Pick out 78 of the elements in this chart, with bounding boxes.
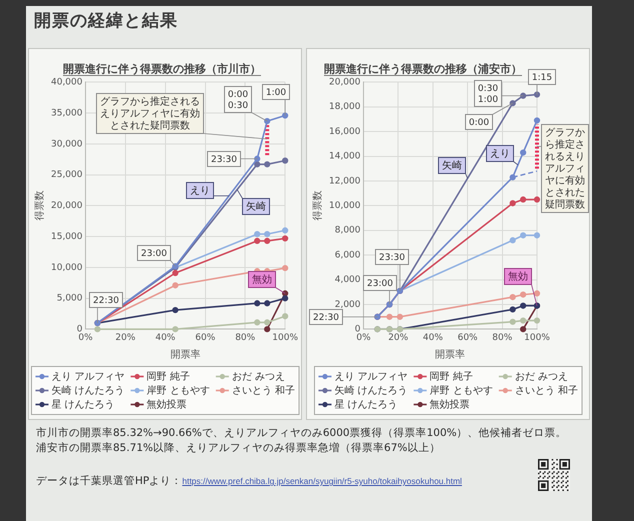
text: 開票の経緯と結果 [34, 10, 178, 32]
y-axis-title: 得票数 [312, 190, 324, 221]
annotation: 無効 [252, 274, 272, 286]
y-tick-label: 18,000 [328, 102, 361, 112]
y-tick-label: 2,000 [334, 300, 361, 310]
x-tick-label: 60% [458, 332, 478, 343]
text: 市川市の開票率85.32%→90.66%で、えりアルフィヤのみ6000票獲得（得票率100%）、他候補者ゼロ票。 [36, 427, 567, 439]
legend-label: 星 けんたろう [334, 400, 398, 411]
x-axis-title: 開票率 [435, 348, 466, 361]
y-tick-label: 0 [76, 324, 83, 335]
annotation: 無効 [508, 270, 528, 283]
x-tick-label: 100% [524, 332, 550, 343]
annotation: えり [190, 186, 210, 197]
y-tick-label: 4,000 [334, 275, 361, 286]
legend-label: えり アルフィヤ [334, 372, 408, 383]
annotation: 0:30 1:00 [478, 84, 498, 105]
legend-label: さいとう 和子 [232, 384, 296, 397]
x-tick-label: 100% [272, 332, 298, 343]
y-tick-label: 16,000 [328, 126, 361, 137]
y-tick-label: 15,000 [50, 232, 83, 242]
text: データは千葉県選管HPより： [36, 475, 182, 487]
y-tick-label: 30,000 [50, 139, 83, 150]
y-tick-label: 0 [354, 324, 361, 335]
legend-label: 無効投票 [146, 398, 187, 411]
y-tick-label: 10,000 [50, 262, 83, 273]
x-tick-label: 0% [78, 332, 94, 343]
y-tick-label: 5,000 [56, 294, 83, 304]
annotation: 矢崎 [246, 200, 266, 213]
legend-label: 岡野 純子 [146, 370, 190, 383]
legend-label: おだ みつえ [232, 372, 286, 383]
annotation: 23:00 [141, 248, 168, 259]
y-tick-label: 40,000 [50, 78, 83, 88]
legend-label: 岸野 ともやす [146, 384, 210, 397]
y-tick-label: 6,000 [334, 250, 361, 260]
chart-title: 開票進行に伴う得票数の推移（浦安市） [324, 62, 522, 76]
annotation: グラフから推定されるえりアルフィヤに有効とされた疑問票数 [100, 96, 200, 132]
x-tick-label: 80% [492, 332, 513, 343]
x-tick-label: 20% [388, 332, 409, 343]
legend-label: 岡野 純子 [430, 370, 473, 383]
annotation: 0:00 [468, 118, 490, 128]
y-tick-label: 10,000 [328, 201, 361, 212]
x-tick-label: 20% [115, 332, 136, 343]
annotation: グラフから推定されるえりアルフィヤに有効とされた疑問票数 [545, 128, 585, 211]
legend-label: 矢崎 けんたろう [52, 384, 125, 397]
text: 浦安市の開票率85.71%以降、えりアルフィヤのみ得票率急増（得票率67%以上） [36, 442, 440, 454]
x-tick-label: 80% [235, 332, 256, 343]
legend-label: 無効投票 [430, 398, 470, 411]
y-axis-title: 得票数 [34, 190, 46, 221]
x-tick-label: 40% [155, 332, 176, 343]
legend-label: 星 けんたろう [52, 400, 115, 411]
annotation: 0:00 0:30 [228, 90, 248, 111]
x-axis-title: 開票率 [170, 348, 200, 361]
x-tick-label: 40% [422, 332, 444, 343]
annotation: 22:30 [93, 296, 120, 306]
y-tick-label: 8,000 [334, 226, 361, 236]
text: https://www.pref.chiba.lg.jp/senkan/syugiin/r5-syuho/tokaihyosokuhou.html [182, 476, 462, 486]
legend-label: 岸野 ともやす [430, 384, 493, 397]
legend-label: 矢崎 けんたろう [334, 384, 408, 397]
x-tick-label: 60% [195, 332, 216, 343]
annotation: 23:30 [211, 154, 238, 165]
annotation: 23:30 [379, 252, 406, 263]
annotation: 1:00 [266, 88, 286, 98]
y-tick-label: 14,000 [328, 152, 361, 162]
y-tick-label: 20,000 [328, 78, 361, 88]
chart-title: 開票進行に伴う得票数の推移（市川市） [63, 62, 261, 76]
annotation: 23:00 [367, 278, 394, 289]
annotation: えり [490, 148, 510, 160]
y-tick-label: 12,000 [328, 176, 361, 186]
x-tick-label: 0% [356, 332, 372, 343]
y-tick-label: 25,000 [50, 170, 83, 180]
legend-label: さいとう 和子 [514, 384, 578, 397]
annotation: 22:30 [313, 312, 340, 323]
annotation: 矢崎 [442, 160, 462, 172]
legend-label: えり アルフィヤ [52, 372, 125, 383]
annotation: 1:15 [532, 72, 552, 83]
y-tick-label: 20,000 [50, 201, 83, 212]
legend-label: おだ みつえ [514, 372, 568, 383]
y-tick-label: 35,000 [50, 108, 83, 118]
